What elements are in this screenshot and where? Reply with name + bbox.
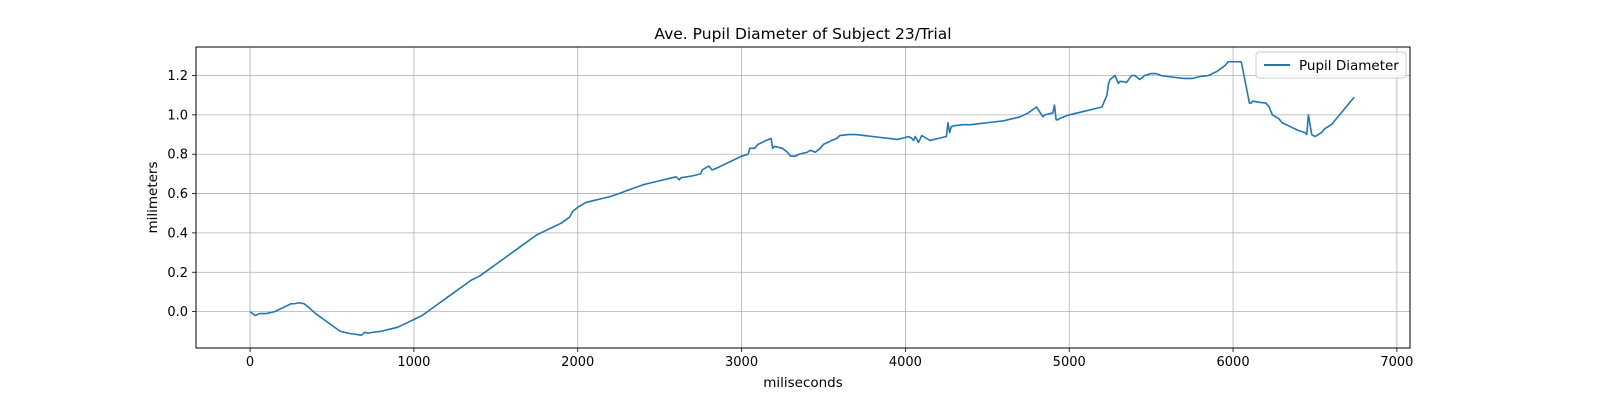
x-tick-label: 2000 [561,355,594,370]
y-tick-label: 0.0 [167,305,188,320]
x-tick-label: 4000 [889,355,922,370]
x-axis-label: miliseconds [763,375,843,391]
x-tick-label: 1000 [397,355,430,370]
chart-title: Ave. Pupil Diameter of Subject 23/Trial [654,25,951,43]
y-axis-label: milimeters [145,161,161,233]
grid-lines [196,47,1410,348]
x-tick-label: 3000 [725,355,758,370]
x-tick-label: 5000 [1053,355,1086,370]
series-line-pupil-diameter [249,60,1355,337]
plot-frame [195,46,1411,349]
legend-label: Pupil Diameter [1299,58,1399,74]
x-tick-label: 7000 [1380,355,1413,370]
series-layer [249,60,1355,337]
y-tick-label: 0.2 [167,266,188,281]
y-tick-label: 1.2 [167,69,188,84]
plot-area [196,47,1410,348]
y-tick-label: 1.0 [167,108,188,123]
legend: Pupil Diameter [1255,51,1407,79]
y-tick-label: 0.8 [167,148,188,163]
y-tick-label: 0.4 [167,226,188,241]
axis-ticks: 0 1000 2000 3000 4000 5000 6000 7000 0.0 0.2 0.4 0.… [167,69,1413,370]
x-tick-label: 0 [246,355,254,370]
legend-box [1255,51,1407,79]
x-tick-label: 6000 [1217,355,1250,370]
y-tick-label: 0.6 [167,187,188,202]
